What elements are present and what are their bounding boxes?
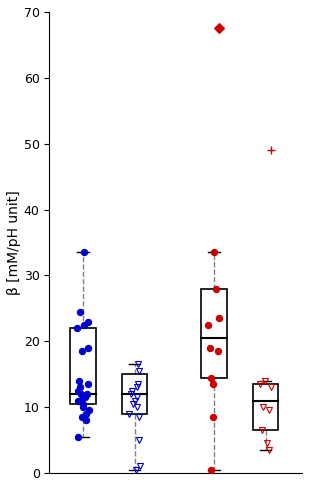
Bar <box>122 374 147 414</box>
Bar <box>70 328 96 404</box>
Bar <box>253 384 278 430</box>
Bar <box>201 288 226 378</box>
Y-axis label: β [mM/pH unit]: β [mM/pH unit] <box>7 190 21 295</box>
